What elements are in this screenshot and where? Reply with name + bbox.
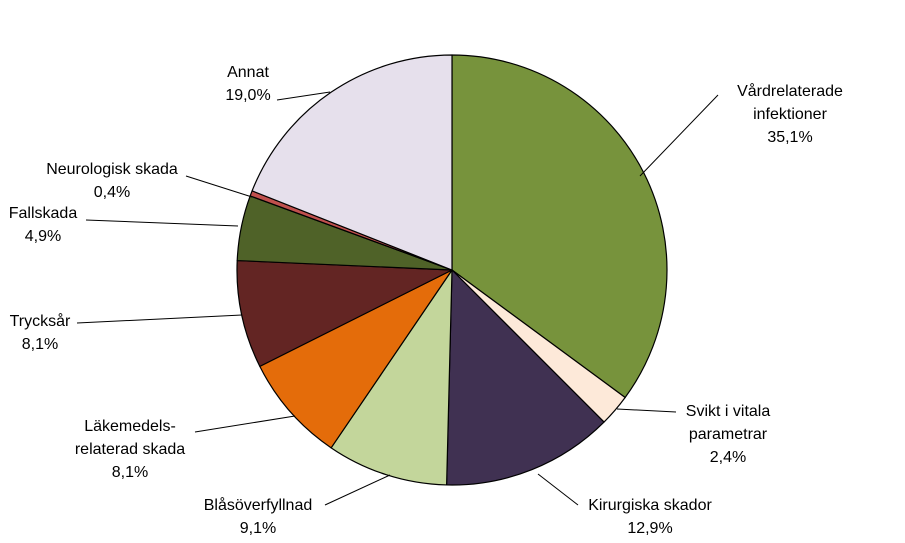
slice-label: Blåsöverfyllnad 9,1%: [204, 496, 313, 537]
slice-label: Svikt i vitala parametrar 2,4%: [686, 403, 771, 466]
slice-percent: 19,0%: [225, 87, 270, 104]
slice-percent: 8,1%: [22, 336, 58, 353]
leader-line: [616, 408, 677, 413]
slice-label: Kirurgiska skador 12,9%: [588, 497, 712, 537]
slice-label: Trycksår 8,1%: [10, 312, 71, 353]
slice-name: Blåsöverfyllnad: [204, 496, 313, 514]
slice-name: Annat: [227, 64, 269, 81]
slice-name: Läkemedels-: [84, 418, 176, 435]
slice-label: Läkemedels-relaterad skada 8,1%: [75, 418, 185, 481]
pie-slice: [259, 269, 453, 449]
leader-line: [276, 91, 331, 101]
leader-line: [639, 94, 719, 177]
slice-percent: 0,4%: [94, 184, 130, 201]
slice-label: Annat 19,0%: [225, 64, 270, 104]
leader-line: [85, 219, 239, 227]
slice-name: parametrar: [689, 426, 768, 443]
leader-line: [324, 474, 391, 506]
pie-slice: [451, 54, 668, 399]
slice-name: Vårdrelaterade: [737, 82, 843, 100]
slice-name: Trycksår: [10, 312, 71, 330]
leader-line: [194, 415, 296, 433]
slice-name: Svikt i vitala: [686, 403, 771, 420]
leader-line: [537, 473, 579, 506]
slice-name: Kirurgiska skador: [588, 497, 712, 514]
slice-label: Neurologisk skada 0,4%: [46, 161, 178, 201]
slice-percent: 12,9%: [627, 520, 672, 537]
leader-line: [185, 175, 253, 198]
slice-label: Fallskada 4,9%: [9, 205, 78, 245]
slice-name: Fallskada: [9, 205, 78, 222]
slice-label: Vårdrelaterade infektioner 35,1%: [737, 82, 843, 146]
slice-percent: 9,1%: [240, 520, 276, 537]
pie-slice: [251, 54, 453, 271]
leader-line: [76, 314, 243, 324]
slice-percent: 8,1%: [112, 464, 148, 481]
slice-percent: 35,1%: [767, 129, 812, 146]
pie-slice: [446, 269, 605, 486]
slice-name: relaterad skada: [75, 441, 185, 458]
pie-slice: [330, 269, 453, 486]
slice-name: Neurologisk skada: [46, 161, 178, 178]
slice-percent: 4,9%: [25, 228, 61, 245]
slice-percent: 2,4%: [710, 449, 746, 466]
slice-name: infektioner: [753, 106, 827, 123]
